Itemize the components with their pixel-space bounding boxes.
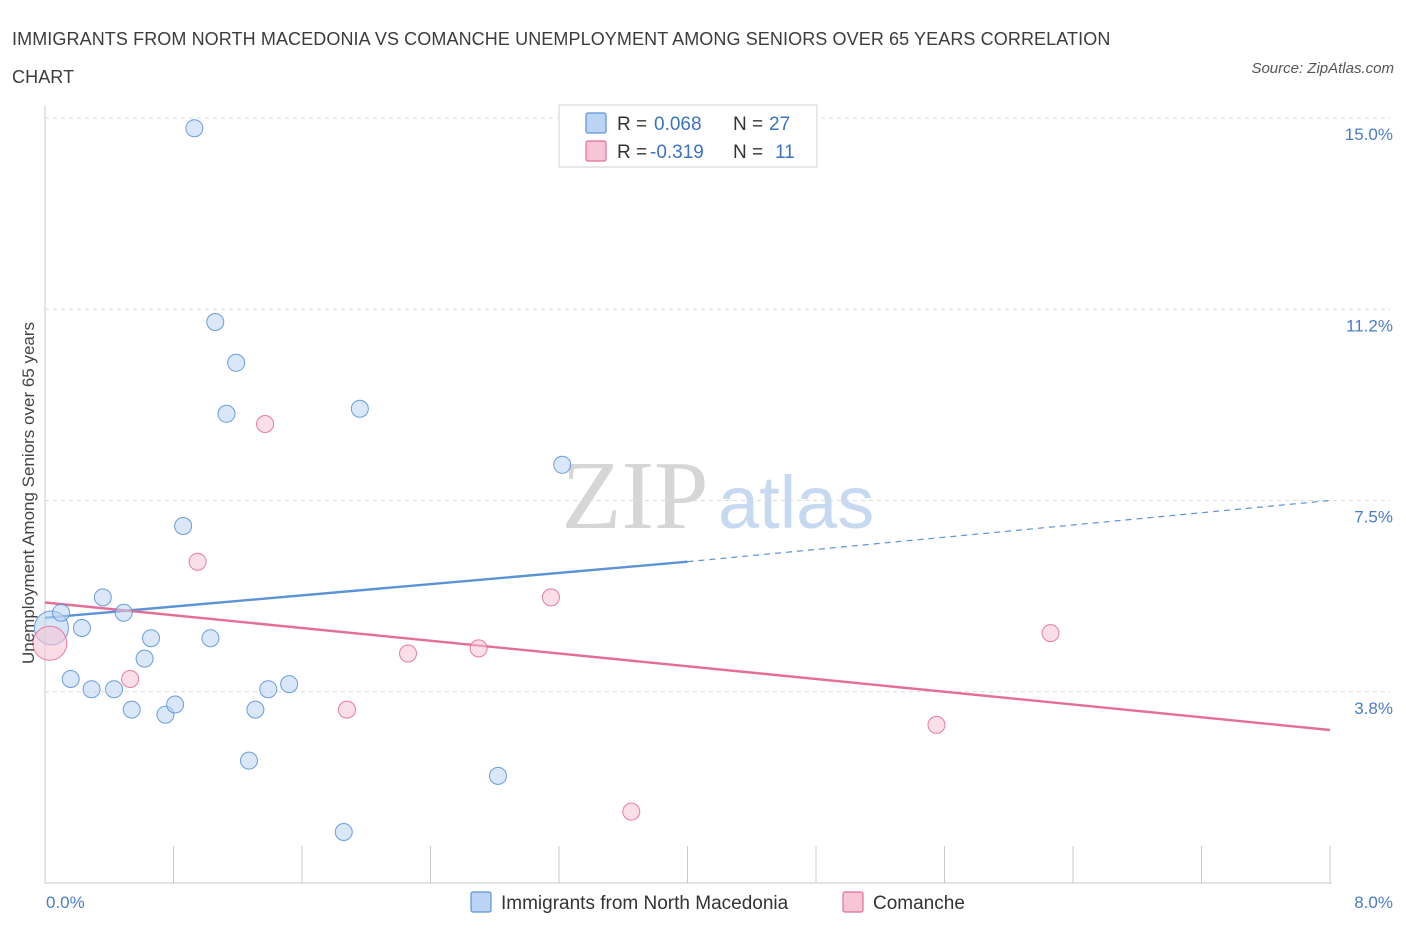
data-point-blue [350,399,369,418]
data-point-pink [121,670,140,688]
data-point-blue [206,313,225,331]
data-point-pink [188,552,207,571]
data-point-blue [135,649,154,668]
y-tick-label: 3.8% [1354,699,1393,718]
trend-line-pink [44,601,1331,732]
data-point-pink [541,588,560,607]
data-point-blue [553,455,572,474]
data-point-blue [52,603,71,622]
y-tick-label: 15.0% [1345,125,1393,144]
y-tick-labels: 15.0% 11.2% 7.5% 3.8% [1345,125,1393,718]
grid-lines [45,117,1390,693]
data-point-pink [337,700,356,719]
x-tick-labels: 0.0% 8.0% [46,893,1393,912]
data-point-blue [334,823,353,841]
legend-n-label: N = [733,142,763,163]
watermark: ZIP atlas [562,442,875,550]
data-point-pink [469,639,488,658]
legend: R = 0.068 N = 27 R = -0.319 N = 11 [558,104,818,168]
data-point-pink [1041,624,1060,643]
data-point-pink [927,715,946,734]
bottom-legend-label-blue: Immigrants from North Macedonia [501,893,789,914]
legend-r-label: R = [617,142,647,163]
x-tick-label: 8.0% [1354,893,1393,912]
data-point-blue [142,629,161,648]
legend-swatch-pink [585,140,607,162]
data-point-pink [32,625,68,661]
y-axis-label: Unemployment Among Seniors over 65 years [19,322,38,664]
data-point-blue [105,680,124,699]
bottom-legend-swatch-blue [470,891,492,913]
watermark-zip: ZIP [562,442,709,550]
source-label: Source: ZipAtlas.com [1251,60,1394,77]
data-point-blue [72,619,91,637]
data-point-pink [256,415,275,433]
y-tick-label: 11.2% [1346,316,1393,335]
data-point-blue [185,119,204,138]
trend-lines [44,499,1331,732]
bottom-legend-label-pink: Comanche [873,893,965,914]
legend-n-label: N = [733,114,763,135]
data-points [32,119,1060,841]
data-point-blue [122,700,141,719]
watermark-atlas: atlas [718,461,874,544]
chart-title: IMMIGRANTS FROM NORTH MACEDONIA VS COMAN… [12,29,1111,87]
legend-r-label: R = [617,114,647,135]
data-point-pink [622,802,641,821]
data-point-blue [239,751,258,770]
data-point-blue [259,680,278,699]
data-point-blue [114,603,133,622]
legend-n-value: 27 [769,114,790,135]
trend-line-blue-extension [687,499,1331,563]
data-point-blue [166,695,185,714]
data-point-pink [399,644,418,663]
legend-n-value: 11 [775,142,795,163]
data-point-blue [174,517,193,535]
legend-r-value: -0.319 [650,142,704,163]
data-point-blue [201,629,220,648]
y-tick-label: 7.5% [1354,508,1393,527]
data-point-blue [217,404,236,423]
data-point-blue [280,675,299,694]
data-point-blue [227,353,246,372]
trend-line-blue [44,560,688,619]
legend-r-value: 0.068 [654,114,702,135]
x-tick-label: 0.0% [46,893,85,912]
data-point-blue [93,588,112,607]
data-point-blue [61,670,80,688]
bottom-legend: Immigrants from North Macedonia Comanche [470,891,965,914]
data-point-blue [246,700,265,719]
data-point-blue [488,766,507,785]
axes [44,105,1332,884]
legend-swatch-blue [585,112,607,134]
bottom-legend-swatch-pink [842,891,864,913]
data-point-blue [82,680,101,699]
